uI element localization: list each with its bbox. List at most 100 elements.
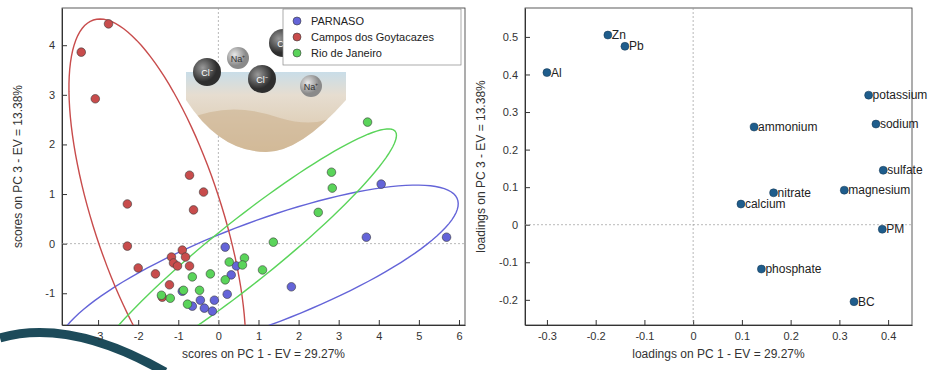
point: [287, 283, 296, 292]
tick: -1: [174, 320, 184, 342]
point-label: potassium: [873, 88, 928, 102]
point: [377, 180, 386, 189]
tick-label: -0.3: [538, 330, 557, 342]
point: [179, 286, 188, 295]
ion-label: Cl⁻: [256, 75, 268, 85]
legend-label: Rio de Janeiro: [311, 47, 382, 59]
tick: 0: [216, 320, 222, 342]
chart-0: -3-2-10123456-101234scores on PC 1 - EV …: [11, 8, 466, 370]
tick-mark: [547, 320, 548, 325]
point: [134, 264, 143, 273]
confidence-ellipse: [69, 19, 246, 325]
point: [195, 286, 204, 295]
series: [77, 20, 208, 302]
tick-mark: [62, 293, 67, 294]
tick-mark: [62, 194, 67, 195]
point: [327, 168, 336, 177]
tick: -0.3: [538, 320, 557, 342]
tick-label: -0.1: [635, 330, 654, 342]
point-label: Al: [551, 66, 562, 80]
point-label: ammonium: [758, 120, 817, 134]
point: [165, 281, 174, 290]
tick-label: 0: [49, 238, 55, 250]
point: [328, 184, 337, 193]
point: [183, 300, 192, 309]
point: [363, 118, 372, 127]
legend-box: [283, 9, 461, 65]
tick: 2: [49, 138, 67, 150]
tick-label: 0: [216, 330, 222, 342]
point: [199, 188, 208, 197]
point-label: magnesium: [848, 183, 910, 197]
tick-mark: [299, 320, 300, 325]
point-label: phosphate: [765, 262, 821, 276]
point: [210, 296, 219, 305]
tick-label: 6: [456, 330, 462, 342]
tick-mark: [525, 150, 530, 151]
point: [206, 270, 215, 279]
tick: 3: [336, 320, 342, 342]
axis-line: [526, 325, 913, 326]
plot-area: [543, 31, 887, 306]
zero-line-y: [525, 224, 912, 225]
tick-label: -1: [45, 287, 55, 299]
tick: -0.1: [499, 256, 530, 268]
tick-label: 3: [49, 89, 55, 101]
point: [221, 243, 230, 252]
tick-label: -0.1: [499, 256, 518, 268]
point-label: BC: [858, 295, 875, 309]
tick-label: 2: [49, 138, 55, 150]
tick-mark: [791, 320, 792, 325]
legend: PARNASOCampos dos GoytacazesRio de Janei…: [283, 9, 461, 65]
chart-1: -0.3-0.2-0.100.10.20.30.4-0.2-0.100.10.2…: [474, 8, 927, 361]
legend-marker: [293, 33, 301, 41]
tick-mark: [888, 320, 889, 325]
tick-label: 0.1: [503, 181, 518, 193]
tick-label: -0.2: [499, 294, 518, 306]
tick: -2: [134, 320, 144, 342]
tick: 0.4: [881, 320, 896, 342]
point: [91, 94, 100, 103]
zero-line-x: [218, 8, 219, 325]
point: [77, 48, 86, 57]
tick-mark: [644, 320, 645, 325]
point: [123, 242, 132, 251]
tick-label: 3: [336, 330, 342, 342]
point: [840, 186, 848, 194]
tick: 5: [416, 320, 422, 342]
tick: 0: [49, 238, 67, 250]
tick: -1: [45, 287, 67, 299]
point: [872, 120, 880, 128]
point-label: sodium: [880, 117, 919, 131]
y-axis-title: scores on PC 3 - EV = 13.38%: [11, 85, 25, 248]
point-label: PM: [886, 222, 904, 236]
ion-label: Na⁺: [304, 82, 319, 92]
tick-mark: [525, 112, 530, 113]
series: [178, 180, 451, 316]
point: [157, 291, 166, 300]
point: [181, 253, 190, 262]
tick: -0.2: [587, 320, 606, 342]
point: [196, 296, 205, 305]
point: [879, 166, 887, 174]
zero-line-y: [62, 243, 465, 244]
tick-label: 0.3: [503, 106, 518, 118]
tick-mark: [596, 320, 597, 325]
tick-mark: [379, 320, 380, 325]
tick-label: 0.2: [783, 330, 798, 342]
tick: -0.1: [635, 320, 654, 342]
tick-mark: [419, 320, 420, 325]
ion-label: Cl⁻: [201, 68, 213, 78]
tick-label: 0.5: [503, 31, 518, 43]
point: [151, 270, 160, 279]
tick-label: -2: [134, 330, 144, 342]
tick-mark: [525, 187, 530, 188]
inset-dune: [186, 109, 346, 154]
point: [269, 238, 278, 247]
tick-label: 0: [512, 219, 518, 231]
points: [543, 31, 887, 306]
confidence-ellipse: [90, 129, 397, 325]
point: [189, 206, 198, 215]
point-label: calcium: [745, 197, 786, 211]
legend-marker: [293, 49, 301, 57]
